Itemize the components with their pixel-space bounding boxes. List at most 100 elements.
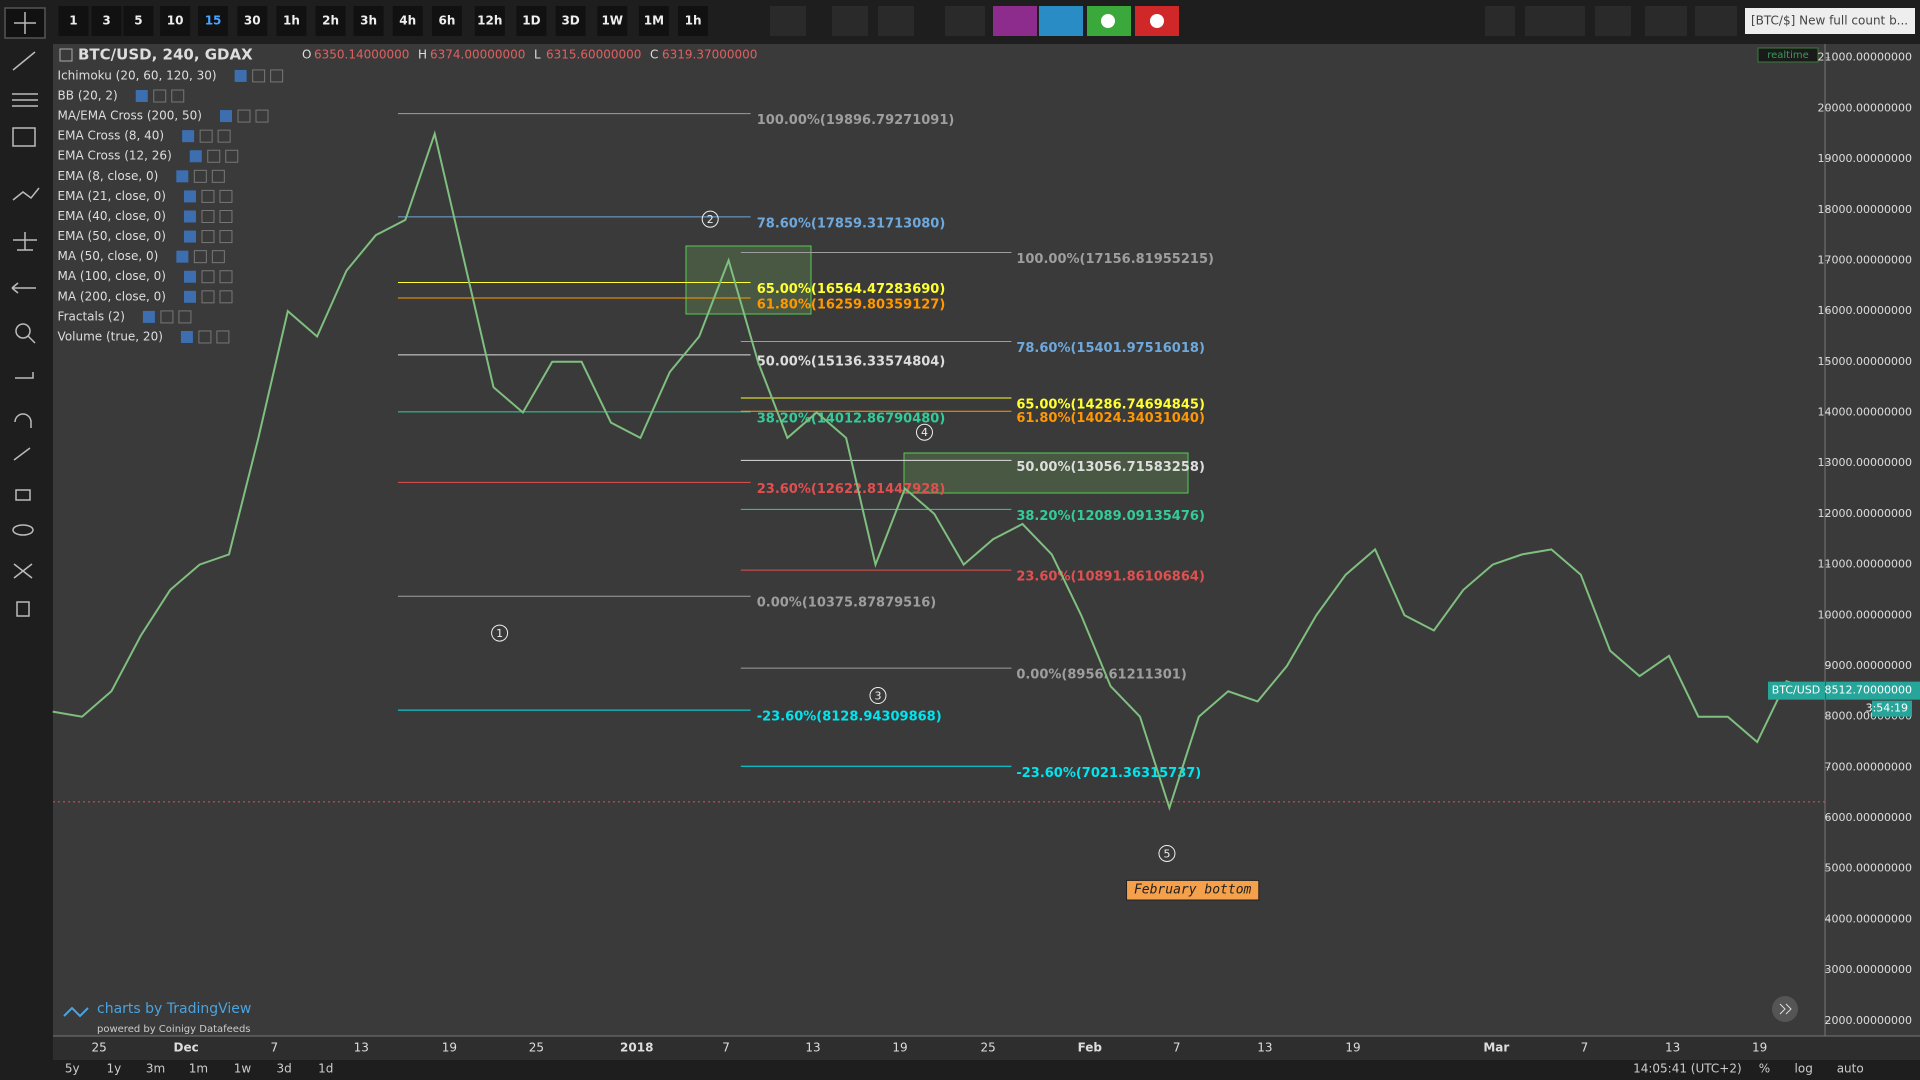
save-button[interactable] bbox=[1695, 6, 1737, 36]
pattern-tool[interactable] bbox=[12, 187, 40, 201]
interval-button[interactable] bbox=[237, 6, 268, 36]
range-button[interactable]: 5y bbox=[65, 1062, 80, 1076]
indicator-hide[interactable] bbox=[160, 310, 174, 324]
indicator-hide[interactable] bbox=[199, 129, 213, 143]
interval-button[interactable] bbox=[91, 6, 122, 36]
range-button[interactable]: 1w bbox=[234, 1062, 252, 1076]
indicator-settings[interactable] bbox=[189, 150, 202, 163]
zoom-tool[interactable] bbox=[15, 323, 31, 339]
indicator-remove[interactable] bbox=[217, 129, 231, 143]
legend-toggle[interactable] bbox=[59, 48, 73, 62]
range-button[interactable]: 3m bbox=[146, 1062, 165, 1076]
indicator-remove[interactable] bbox=[219, 270, 233, 284]
interval-button[interactable] bbox=[315, 6, 346, 36]
indicator-hide[interactable] bbox=[153, 89, 167, 103]
announce-button[interactable] bbox=[1039, 6, 1083, 36]
indicator-remove[interactable] bbox=[219, 189, 233, 203]
measure-tool[interactable] bbox=[13, 232, 37, 251]
fib-tool[interactable] bbox=[12, 93, 38, 107]
undo-button[interactable] bbox=[1525, 6, 1555, 36]
interval-button[interactable] bbox=[392, 6, 423, 36]
pencil-tool[interactable] bbox=[13, 447, 31, 461]
indicator-hide[interactable] bbox=[201, 230, 215, 244]
indicator-hide[interactable] bbox=[207, 149, 221, 163]
chart-title-box[interactable] bbox=[1745, 8, 1915, 34]
interval-button[interactable] bbox=[276, 6, 307, 36]
shape-tool[interactable] bbox=[12, 127, 36, 147]
interval-button[interactable] bbox=[198, 6, 229, 36]
indicator-settings[interactable] bbox=[234, 69, 247, 82]
redo-button[interactable] bbox=[1555, 6, 1585, 36]
indicator-hide[interactable] bbox=[201, 189, 215, 203]
indicator-settings[interactable] bbox=[220, 110, 233, 123]
indicator-settings[interactable] bbox=[180, 330, 193, 343]
realtime-badge bbox=[1757, 47, 1819, 63]
indicator-remove[interactable] bbox=[255, 109, 269, 123]
snapshot-button[interactable] bbox=[1595, 6, 1631, 36]
indicator-settings[interactable] bbox=[176, 170, 189, 183]
scale-option[interactable]: % bbox=[1759, 1062, 1770, 1076]
indicator-settings[interactable] bbox=[182, 130, 195, 143]
trend-line-tool[interactable] bbox=[12, 51, 36, 71]
indicator-settings[interactable] bbox=[183, 230, 196, 243]
range-button[interactable]: 1m bbox=[189, 1062, 208, 1076]
magnet-tool[interactable] bbox=[14, 413, 32, 428]
indicator-remove[interactable] bbox=[216, 330, 230, 344]
layout-button[interactable] bbox=[770, 6, 806, 36]
indicator-remove[interactable] bbox=[211, 250, 225, 264]
range-button[interactable]: 1d bbox=[318, 1062, 333, 1076]
plugin-button[interactable] bbox=[993, 6, 1037, 36]
indicator-remove[interactable] bbox=[219, 209, 233, 223]
indicator-settings[interactable] bbox=[183, 190, 196, 203]
interval-button[interactable] bbox=[516, 6, 547, 36]
indicator-remove[interactable] bbox=[178, 310, 192, 324]
indicator-hide[interactable] bbox=[252, 69, 266, 83]
range-button[interactable]: 1y bbox=[107, 1062, 122, 1076]
stats-tool[interactable] bbox=[15, 372, 34, 379]
indicator-hide[interactable] bbox=[237, 109, 251, 123]
indicator-settings[interactable] bbox=[183, 210, 196, 223]
scale-option[interactable]: log bbox=[1795, 1062, 1813, 1076]
indicator-hide[interactable] bbox=[201, 290, 215, 304]
indicator-hide[interactable] bbox=[201, 209, 215, 223]
back-tool[interactable] bbox=[11, 282, 36, 294]
indicator-hide[interactable] bbox=[193, 169, 207, 183]
interval-button[interactable] bbox=[678, 6, 709, 36]
hide-tool[interactable] bbox=[12, 524, 34, 536]
interval-button[interactable] bbox=[353, 6, 384, 36]
interval-button[interactable] bbox=[638, 6, 669, 36]
indicator-remove[interactable] bbox=[171, 89, 185, 103]
interval-button[interactable] bbox=[123, 6, 154, 36]
indicator-remove[interactable] bbox=[219, 290, 233, 304]
indicator-hide[interactable] bbox=[201, 270, 215, 284]
indicator-settings[interactable] bbox=[184, 270, 197, 283]
indicator-settings[interactable] bbox=[135, 90, 148, 103]
interval-button[interactable] bbox=[555, 6, 586, 36]
indicator-settings[interactable] bbox=[142, 310, 155, 323]
indicator-hide[interactable] bbox=[193, 250, 207, 264]
branding[interactable]: charts by TradingView bbox=[97, 1001, 251, 1017]
remove-tool[interactable] bbox=[13, 563, 33, 579]
fullscreen-button[interactable] bbox=[1485, 6, 1515, 36]
indicator-remove[interactable] bbox=[270, 69, 284, 83]
indicator-remove[interactable] bbox=[219, 230, 233, 244]
interval-button[interactable] bbox=[160, 6, 191, 36]
note-label: February bottom bbox=[1134, 883, 1252, 898]
lock-tool[interactable] bbox=[15, 489, 31, 501]
indicator-remove[interactable] bbox=[211, 169, 225, 183]
interval-button[interactable] bbox=[58, 6, 89, 36]
settings-button[interactable] bbox=[832, 6, 868, 36]
interval-button[interactable] bbox=[597, 6, 628, 36]
trash-tool[interactable] bbox=[16, 601, 30, 617]
indicator-remove[interactable] bbox=[225, 149, 239, 163]
load-button[interactable] bbox=[1645, 6, 1687, 36]
indicator-hide[interactable] bbox=[198, 330, 212, 344]
indicators-button[interactable] bbox=[878, 6, 914, 36]
compare-button[interactable] bbox=[945, 6, 985, 36]
indicator-settings[interactable] bbox=[184, 290, 197, 303]
interval-button[interactable] bbox=[474, 6, 505, 36]
scale-option[interactable]: auto bbox=[1837, 1062, 1864, 1076]
range-button[interactable]: 3d bbox=[276, 1062, 291, 1076]
indicator-settings[interactable] bbox=[176, 250, 189, 263]
interval-button[interactable] bbox=[431, 6, 462, 36]
